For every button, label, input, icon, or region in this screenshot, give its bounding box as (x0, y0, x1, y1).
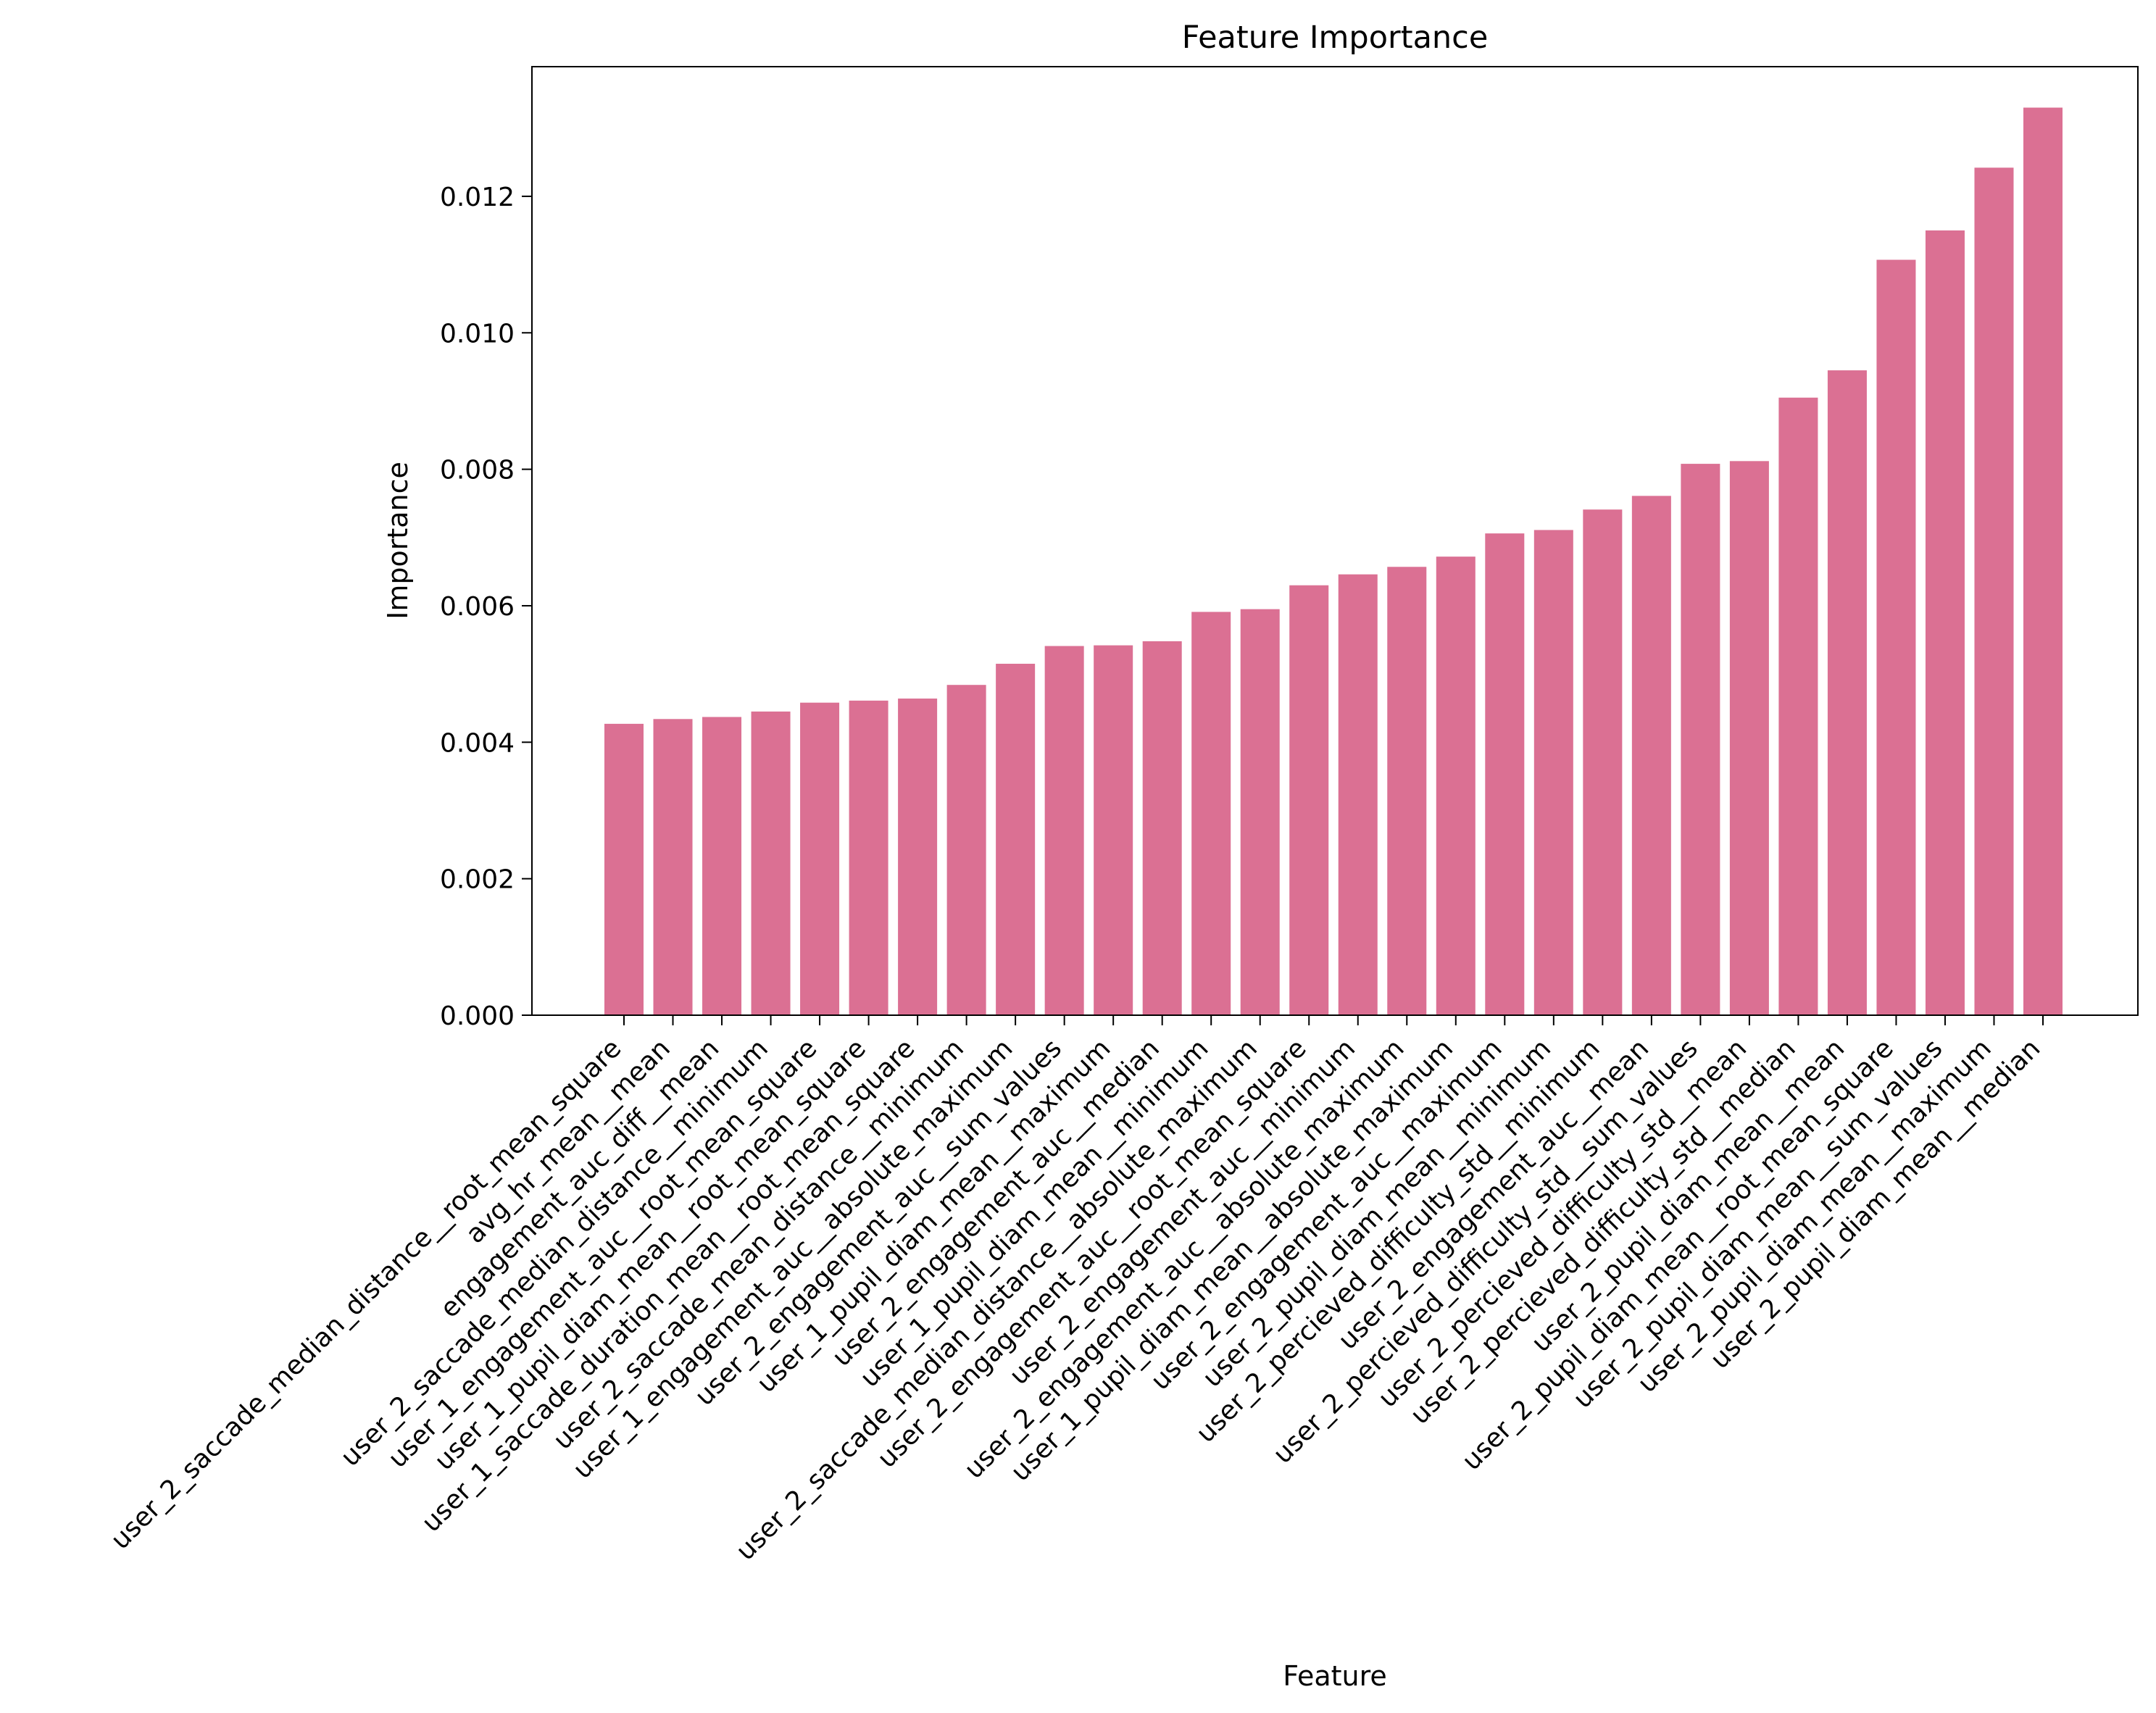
y-tick-label: 0.010 (440, 319, 515, 349)
bar-1 (604, 723, 644, 1015)
bar-22 (1631, 496, 1671, 1015)
y-axis-ticks: 0.000 0.002 0.004 0.006 0.008 0.010 0.012 (440, 183, 532, 1031)
bar-23 (1681, 464, 1720, 1015)
bar-11 (1094, 645, 1133, 1015)
bar-26 (1827, 370, 1867, 1015)
bars-layer (604, 107, 2063, 1016)
bar-15 (1289, 585, 1329, 1015)
y-tick-label: 0.006 (440, 592, 515, 622)
y-tick-label: 0.008 (440, 456, 515, 485)
bar-24 (1729, 461, 1769, 1015)
y-tick-label: 0.012 (440, 183, 515, 212)
bar-25 (1778, 397, 1818, 1015)
bar-14 (1240, 609, 1280, 1015)
bar-13 (1191, 612, 1231, 1015)
bar-20 (1533, 530, 1573, 1015)
bar-21 (1583, 509, 1623, 1015)
bar-9 (996, 664, 1036, 1015)
bar-16 (1338, 574, 1378, 1015)
x-axis-label: Feature (1283, 1660, 1387, 1692)
bar-5 (800, 702, 840, 1015)
bar-4 (751, 711, 791, 1015)
bar-10 (1044, 646, 1084, 1015)
bar-19 (1485, 533, 1525, 1015)
bar-17 (1387, 567, 1427, 1015)
bar-3 (702, 717, 742, 1015)
bar-7 (898, 699, 938, 1015)
bar-29 (1974, 167, 2014, 1016)
y-tick-label: 0.000 (440, 1001, 515, 1031)
y-tick-label: 0.004 (440, 728, 515, 758)
chart-title: Feature Importance (1182, 20, 1489, 56)
bar-8 (946, 685, 986, 1015)
bar-12 (1142, 641, 1182, 1015)
bar-6 (849, 700, 888, 1015)
bar-30 (2023, 107, 2063, 1015)
y-axis-label: Importance (382, 462, 414, 620)
bar-27 (1876, 259, 1916, 1015)
bar-2 (653, 719, 693, 1015)
y-tick-label: 0.002 (440, 865, 515, 895)
bar-18 (1436, 557, 1476, 1015)
bar-28 (1925, 230, 1965, 1015)
plot-frame (531, 66, 2139, 1016)
